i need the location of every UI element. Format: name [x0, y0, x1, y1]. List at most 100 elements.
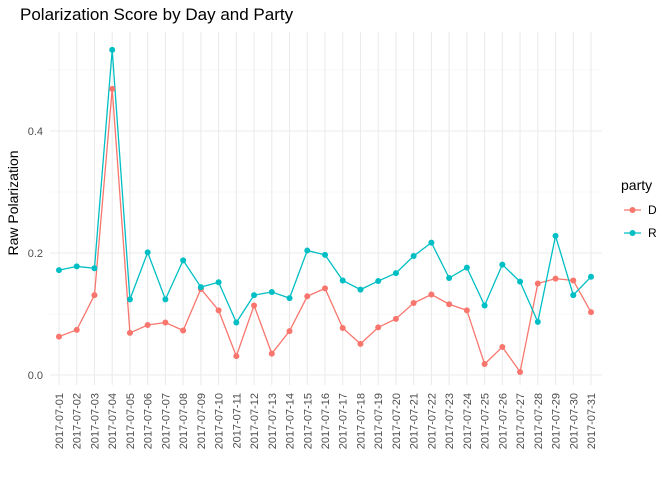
x-tick-label: 2017-07-26: [497, 393, 509, 449]
data-point-R: [481, 302, 488, 309]
data-point-D: [251, 302, 258, 309]
x-tick-label: 2017-07-07: [160, 393, 172, 449]
data-point-R: [463, 264, 470, 271]
data-point-D: [126, 329, 133, 336]
data-point-R: [215, 279, 222, 286]
data-point-R: [375, 278, 382, 285]
legend-key-point-R: [629, 230, 636, 236]
data-point-R: [446, 275, 453, 282]
data-point-R: [197, 284, 204, 291]
legend-label-R: R: [648, 226, 657, 240]
data-point-R: [339, 277, 346, 284]
x-tick-label: 2017-07-22: [426, 393, 438, 449]
x-tick-label: 2017-07-19: [373, 393, 385, 449]
data-point-R: [304, 247, 311, 254]
data-point-D: [499, 343, 506, 350]
data-point-D: [215, 307, 222, 314]
data-point-D: [463, 307, 470, 314]
data-point-R: [109, 46, 116, 53]
data-point-R: [126, 296, 133, 303]
data-point-D: [481, 361, 488, 368]
data-point-D: [56, 333, 62, 340]
legend-title: party: [621, 177, 652, 193]
x-tick-label: 2017-07-05: [125, 393, 137, 449]
data-point-D: [162, 319, 169, 326]
data-point-D: [339, 325, 346, 332]
data-point-D: [428, 291, 435, 298]
x-tick-label: 2017-07-24: [462, 393, 474, 449]
data-point-R: [322, 251, 328, 258]
x-tick-label: 2017-07-02: [72, 393, 84, 449]
data-point-D: [322, 285, 328, 292]
chart-title: Polarization Score by Day and Party: [20, 5, 294, 24]
data-point-D: [180, 327, 187, 334]
data-point-R: [162, 296, 169, 303]
data-point-D: [375, 324, 382, 331]
x-tick-label: 2017-07-30: [568, 393, 580, 449]
x-tick-label: 2017-07-11: [231, 393, 243, 448]
data-point-R: [570, 292, 577, 299]
data-point-D: [268, 350, 275, 357]
x-tick-label: 2017-07-01: [54, 393, 66, 449]
legend-key-point-D: [629, 207, 636, 213]
data-point-R: [517, 278, 524, 285]
data-point-R: [268, 289, 275, 296]
data-point-D: [357, 340, 364, 347]
x-tick-label: 2017-07-14: [285, 393, 297, 449]
x-tick-label: 2017-07-09: [196, 393, 208, 449]
x-tick-label: 2017-07-28: [533, 393, 545, 449]
data-point-R: [286, 295, 293, 302]
y-tick-label: 0.2: [28, 248, 43, 260]
y-axis-title: Raw Polarization: [5, 150, 21, 255]
x-tick-label: 2017-07-20: [391, 393, 403, 449]
x-tick-label: 2017-07-06: [143, 393, 155, 449]
data-point-D: [73, 326, 80, 333]
x-tick-label: 2017-07-12: [249, 393, 261, 449]
data-point-D: [517, 368, 524, 375]
x-tick-label: 2017-07-16: [320, 393, 332, 449]
data-point-D: [286, 328, 293, 335]
data-point-D: [552, 275, 559, 282]
y-tick-label: 0.4: [28, 126, 43, 138]
x-tick-label: 2017-07-31: [586, 393, 598, 449]
data-point-D: [109, 85, 116, 92]
x-tick-label: 2017-07-10: [214, 393, 226, 449]
data-point-D: [91, 292, 98, 299]
x-tick-label: 2017-07-15: [302, 393, 314, 449]
data-point-R: [144, 249, 151, 256]
y-tick-label: 0.0: [28, 370, 43, 382]
x-tick-label: 2017-07-03: [89, 393, 101, 449]
x-tick-label: 2017-07-21: [409, 393, 421, 449]
data-point-R: [233, 319, 240, 326]
data-point-R: [428, 239, 435, 246]
data-point-R: [73, 263, 80, 270]
data-point-R: [91, 265, 98, 272]
legend-label-D: D: [648, 203, 657, 217]
data-point-R: [410, 253, 417, 260]
data-point-D: [446, 301, 453, 308]
data-point-D: [144, 321, 151, 328]
x-tick-label: 2017-07-27: [515, 393, 527, 449]
data-point-R: [552, 232, 559, 239]
x-tick-label: 2017-07-08: [178, 393, 190, 449]
data-point-R: [499, 261, 506, 268]
legend: party DR: [621, 177, 657, 240]
data-point-R: [357, 286, 364, 293]
data-point-D: [410, 300, 417, 307]
data-point-R: [180, 257, 187, 264]
data-point-R: [534, 318, 541, 325]
data-point-R: [56, 267, 62, 274]
data-point-R: [588, 273, 594, 280]
data-point-D: [534, 280, 541, 287]
x-tick-label: 2017-07-25: [480, 393, 492, 449]
data-point-D: [233, 353, 240, 360]
data-point-D: [392, 315, 399, 322]
data-point-D: [570, 277, 577, 284]
x-tick-label: 2017-07-23: [444, 393, 456, 449]
data-point-D: [304, 293, 311, 300]
data-points: [56, 46, 594, 375]
x-tick-label: 2017-07-04: [107, 393, 119, 449]
data-point-R: [392, 270, 399, 277]
